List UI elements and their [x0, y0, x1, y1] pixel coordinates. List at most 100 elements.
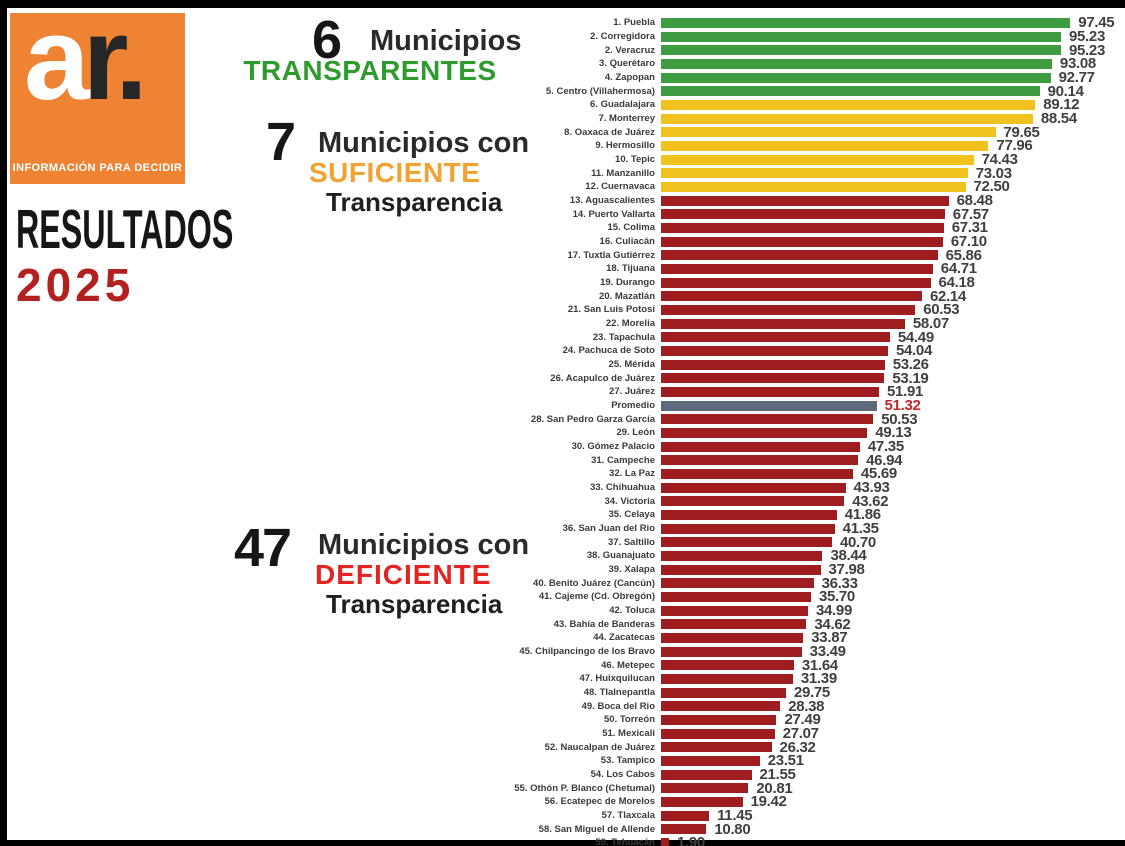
bar-label: Promedio	[611, 399, 655, 411]
bar	[661, 742, 772, 753]
bar-label: 57. Tlaxcala	[601, 809, 655, 821]
bar-row: 32. La Paz 45.69	[0, 465, 1125, 483]
bar-label: 38. Guanajuato	[586, 550, 655, 562]
bar	[661, 660, 794, 671]
logo-letter-r: r.	[82, 0, 148, 125]
bar	[661, 728, 775, 739]
bar-value: 27.49	[784, 711, 821, 729]
bar-label: 45. Chilpancingo de los Bravo	[519, 645, 655, 657]
bar-value: 54.04	[895, 342, 932, 360]
bar-label: 17. Tuxtla Gutiérrez	[567, 249, 655, 261]
ar-logo-wordmark: ar.	[24, 0, 148, 131]
bar-row: 28. San Pedro Garza García 50.53	[0, 411, 1125, 428]
bar-label: 14. Puerto Vallarta	[572, 208, 655, 220]
bar-label: 59. Tehuacán	[595, 837, 656, 846]
bar-row: 16. Culiacán 67.10	[0, 232, 1125, 250]
bar-label: 53. Tampico	[600, 755, 655, 767]
bar-label: 20. Mazatlán	[599, 290, 655, 302]
bar	[661, 373, 885, 384]
bar-row: 15. Colima 67.31	[0, 219, 1125, 236]
bar-row: 44. Zacatecas 33.87	[0, 629, 1125, 646]
bar-row: 26. Acapulco de Juárez 53.19	[0, 370, 1125, 387]
transparent-count: 6	[312, 10, 342, 70]
bar	[661, 387, 880, 397]
bar-label: 7. Monterrey	[598, 112, 656, 124]
bar	[661, 510, 837, 520]
bar-row: 37. Saltillo 40.70	[0, 534, 1125, 551]
bar-row: 49. Boca del Rio 28.38	[0, 698, 1125, 715]
bar-label: 51. Mexicali	[602, 727, 655, 739]
bar-row: 22. Morelia 58.07	[0, 315, 1125, 332]
bar-value: 37.98	[828, 560, 865, 578]
bar	[661, 113, 1033, 124]
bar-value: 43.93	[853, 478, 890, 496]
bar-label: 16. Culiacán	[599, 235, 655, 247]
bar	[661, 715, 777, 725]
bar-label: 6. Guadalajara	[590, 99, 655, 111]
bar-value: 95.23	[1068, 41, 1105, 59]
bar-row: 20. Mazatlán 62.14	[0, 288, 1125, 305]
bar-value: 41.35	[842, 519, 879, 537]
bar	[661, 291, 922, 302]
bar-value: 60.53	[923, 301, 960, 319]
transparent-keyword: TRANSPARENTES	[243, 55, 497, 86]
bar-value: 72.50	[973, 178, 1010, 196]
bar-value: 34.62	[814, 615, 851, 633]
bar-label: 9. Hermosillo	[595, 140, 655, 152]
bar-row: 25. Mérida 53.26	[0, 356, 1125, 373]
bar-label: 36. San Juan del Rio	[562, 522, 655, 534]
bar-value: 77.96	[996, 137, 1033, 155]
bar-row: 48. Tlalnepantla 29.75	[0, 684, 1125, 701]
bar-value: 41.86	[844, 506, 881, 524]
bar-row: 11. Manzanillo 73.03	[0, 165, 1125, 182]
bar	[661, 646, 802, 657]
bar-label: 25. Mérida	[608, 358, 655, 370]
bar-label: 24. Pachuca de Soto	[562, 345, 655, 357]
bar	[661, 769, 752, 780]
bar	[661, 250, 938, 261]
bar-row: 2. Corregidora 95.23	[0, 28, 1125, 45]
bar-label: 23. Tapachula	[592, 331, 655, 343]
bar	[661, 824, 707, 835]
bar-label: 40. Benito Juárez (Cancún)	[533, 577, 655, 589]
bar-row: 53. Tampico 23.51	[0, 752, 1125, 769]
bar-value: 49.13	[875, 424, 912, 442]
bar	[661, 838, 669, 846]
bar-value: 93.08	[1059, 55, 1096, 73]
bar-value: 26.32	[779, 738, 816, 756]
deficient-count: 47	[234, 518, 292, 578]
bar-label: 39. Xalapa	[608, 563, 655, 575]
bar-row: 14. Puerto Vallarta 67.57	[0, 206, 1125, 223]
results-title: RESULTADOS	[16, 199, 234, 261]
bar-label: 19. Durango	[600, 276, 655, 288]
bar-label: 47. Huixquilucan	[579, 673, 656, 685]
bar-row: 3. Querétaro 93.08	[0, 55, 1125, 73]
bar-label: 13. Aguascalientes	[569, 194, 655, 206]
bar-value: 45.69	[860, 465, 897, 483]
bar-value: 51.91	[887, 383, 924, 401]
bar	[661, 72, 1051, 83]
bar-value: 64.71	[940, 260, 977, 278]
bar-row: 1. Puebla 97.45	[0, 14, 1125, 31]
bar	[661, 482, 846, 493]
bar-value: 67.10	[950, 232, 987, 250]
bar-row: 17. Tuxtla Gutiérrez 65.86	[0, 247, 1125, 264]
deficient-keyword: DEFICIENTE	[315, 559, 492, 590]
bar-label: 22. Morelia	[605, 317, 655, 329]
bar-label: 1. Puebla	[613, 17, 655, 29]
bar	[661, 551, 823, 561]
bar-label: 10. Tepic	[615, 153, 655, 165]
bar	[661, 797, 743, 808]
bar-label: 2. Veracruz	[604, 44, 655, 56]
bar-value: 20.81	[756, 779, 793, 797]
bar	[661, 140, 989, 151]
year-label: 2025	[16, 259, 135, 311]
bar-label: 32. La Paz	[609, 468, 655, 480]
bar-label: 29. León	[616, 427, 655, 439]
bar	[661, 687, 786, 698]
bar	[661, 469, 853, 479]
deficient-text: Municipios con	[318, 529, 530, 561]
bar-row: 8. Oaxaca de Juárez 79.65	[0, 124, 1125, 141]
